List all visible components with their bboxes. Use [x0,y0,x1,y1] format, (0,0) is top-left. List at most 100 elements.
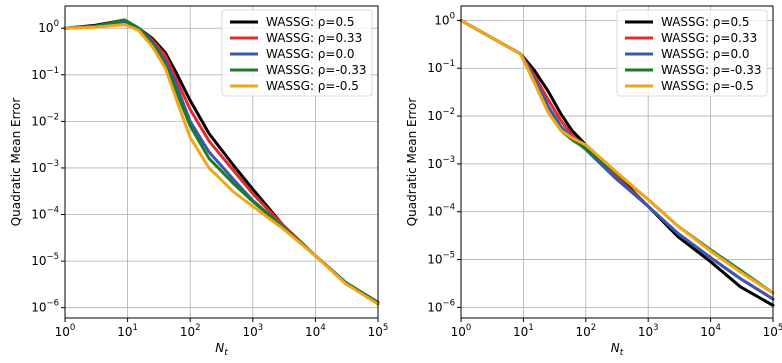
legend-entry-3: WASSG: ρ=0.0 [266,47,355,61]
x-axis-label-subscript: t [224,348,228,358]
y-tick-label: 10−5 [31,252,59,268]
legend-entry-1: WASSG: ρ=0.5 [266,15,355,29]
x-axis: 100 101 102 103 104 105 [55,318,388,339]
x-tick-label-exp: 1 [133,323,138,333]
x-axis-label-main: N [215,341,224,355]
y-tick-label-exp: −4 [442,203,455,213]
x-tick-label: 105 [763,323,782,339]
y-tick-label-base: 10 [31,208,46,222]
y-tick-label-exp: −1 [46,66,59,76]
x-tick-label-exp: 3 [258,323,263,333]
y-tick-label-exp: −6 [46,299,59,309]
chart-panel-2: 100 101 102 103 104 10510010−110−210−310−410−… [405,5,782,358]
x-tick-label-base: 10 [763,325,778,339]
y-tick-label-base: 10 [38,21,53,35]
x-tick-label-base: 10 [305,325,320,339]
y-tick-label-base: 10 [427,205,442,219]
y-tick-label-exp: −2 [442,107,455,117]
x-tick-label-base: 10 [117,325,132,339]
x-tick-label: 104 [305,323,326,339]
x-tick-label-base: 10 [368,325,383,339]
x-tick-label-exp: 0 [70,323,75,333]
x-tick-label: 100 [55,323,76,339]
y-tick-label: 10−3 [31,159,59,175]
legend-entry-1: WASSG: ρ=0.5 [661,15,750,29]
x-axis-label-main: N [611,341,620,355]
y-tick-label-exp: −5 [46,252,59,262]
y-tick-label-base: 10 [31,254,46,268]
y-tick-label: 100 [38,19,59,35]
x-tick-label-base: 10 [180,325,195,339]
x-tick-label-exp: 5 [778,323,782,333]
y-tick-label-base: 10 [434,13,449,27]
x-tick-label-base: 10 [513,325,528,339]
y-tick-label-base: 10 [427,300,442,314]
y-tick-label: 10−3 [427,155,455,171]
x-tick-label-base: 10 [700,325,715,339]
y-tick-label-exp: −5 [442,251,455,261]
x-axis-label: Nt [611,341,624,358]
x-tick-label: 103 [638,323,659,339]
legend: WASSG: ρ=0.5 WASSG: ρ=0.33 WASSG: ρ=0.0 WAS… [221,9,373,97]
y-tick-label: 10−2 [427,107,455,123]
y-tick-label-exp: −3 [46,159,59,169]
y-tick-label-base: 10 [31,114,46,128]
legend: WASSG: ρ=0.5 WASSG: ρ=0.33 WASSG: ρ=0.0 WAS… [616,9,768,97]
legend-entry-3: WASSG: ρ=0.0 [661,47,750,61]
x-tick-label: 103 [242,323,263,339]
plot-frame [460,5,774,319]
y-axis-label: Quadratic Mean Error [9,98,23,227]
series-line-5 [459,18,775,295]
x-tick-label: 100 [451,323,472,339]
y-tick-label-exp: −2 [46,112,59,122]
x-tick-label-exp: 4 [716,323,721,333]
y-tick-label: 10−6 [31,299,59,315]
legend-entry-4: WASSG: ρ=-0.33 [661,63,762,77]
y-tick-label: 10−5 [427,251,455,267]
y-tick-label-exp: −3 [442,155,455,165]
legend-entry-4: WASSG: ρ=-0.33 [266,63,367,77]
y-tick-label: 10−1 [427,59,455,75]
y-tick-label: 10−4 [31,206,59,222]
y-tick-label-base: 10 [31,68,46,82]
x-tick-label-exp: 0 [466,323,471,333]
x-tick-label-base: 10 [638,325,653,339]
x-tick-label-exp: 2 [195,323,200,333]
y-tick-label: 10−6 [427,298,455,314]
y-tick-label: 10−2 [31,112,59,128]
y-tick-label-base: 10 [427,253,442,267]
y-axis-label: Quadratic Mean Error [405,98,419,227]
x-tick-label: 101 [117,323,138,339]
x-tick-label-exp: 2 [591,323,596,333]
x-tick-label-exp: 5 [383,323,388,333]
x-tick-label-base: 10 [451,325,466,339]
plot-frame [64,5,379,319]
y-tick-label-base: 10 [427,61,442,75]
x-axis-label-subscript: t [620,348,624,358]
x-tick-label-base: 10 [55,325,70,339]
x-axis: 100 101 102 103 104 105 [451,318,782,339]
x-tick-label: 101 [513,323,534,339]
series-line-5 [63,23,380,306]
y-tick-label: 10−1 [31,66,59,82]
y-tick-label-exp: 0 [54,19,59,29]
y-tick-label-base: 10 [427,157,442,171]
series-group [63,18,380,306]
x-tick-label: 104 [700,323,721,339]
x-tick-label-base: 10 [242,325,257,339]
series-group [459,18,775,307]
x-tick-label-exp: 3 [653,323,658,333]
y-tick-label-exp: 0 [450,11,455,21]
y-tick-label: 10−4 [427,203,455,219]
x-tick-label-base: 10 [575,325,590,339]
x-axis-label: Nt [215,341,228,358]
x-tick-label: 102 [180,323,201,339]
legend-box [616,9,768,97]
legend-entry-2: WASSG: ρ=0.33 [266,31,362,45]
y-tick-label-exp: −1 [442,59,455,69]
x-tick-label: 102 [575,323,596,339]
legend-box [221,9,373,97]
